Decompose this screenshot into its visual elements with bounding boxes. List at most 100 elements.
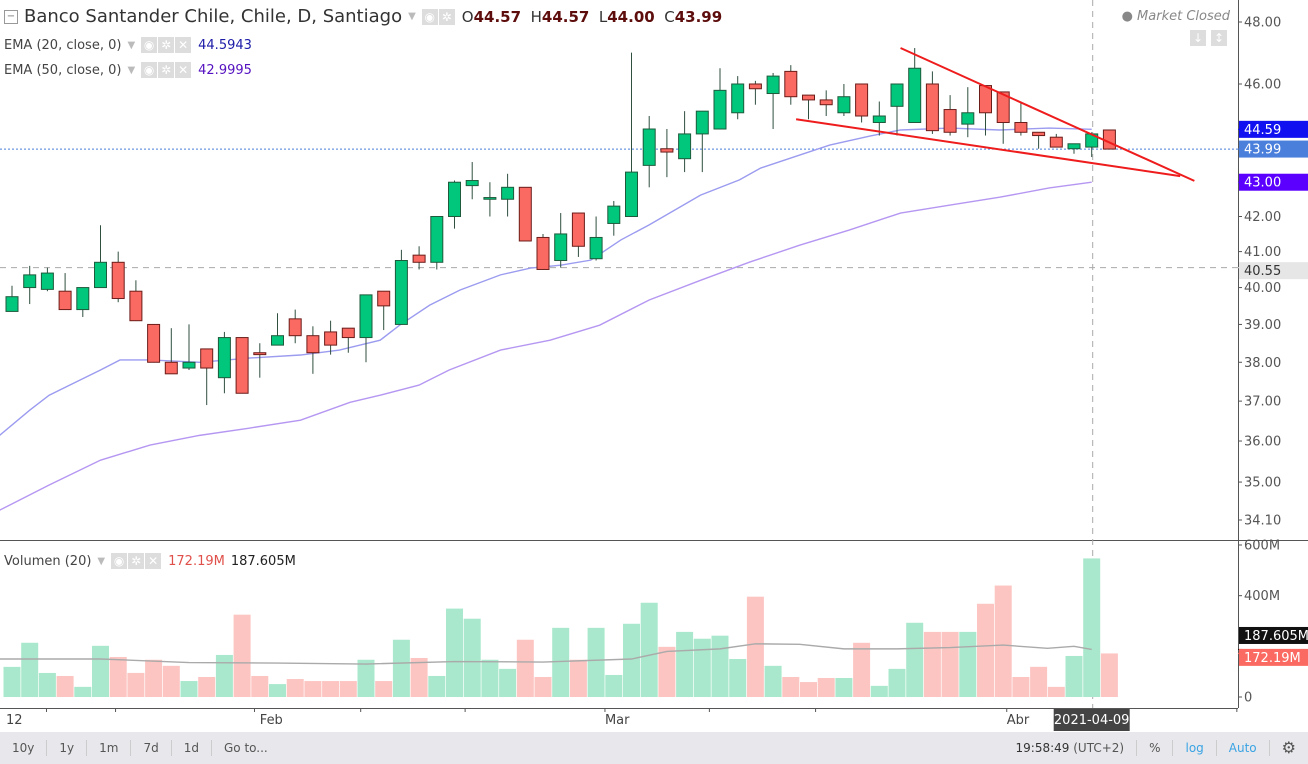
candle: [1032, 131, 1046, 149]
candle-body: [979, 85, 992, 114]
log-toggle[interactable]: log: [1173, 740, 1217, 756]
scroll-down-icon[interactable]: ↓: [1190, 30, 1206, 46]
price-tick-label: 48.00: [1244, 16, 1281, 31]
candle: [288, 309, 302, 344]
goto-button[interactable]: Go to...: [223, 741, 268, 755]
chart-canvas[interactable]: 48.00 46.00 42.00 41.00 40.00 39.00 38.00 37.00…: [0, 0, 1308, 732]
candle: [996, 91, 1010, 144]
candle: [182, 324, 196, 370]
volume-bar: [534, 676, 552, 697]
candle-body: [394, 260, 408, 325]
candle: [341, 327, 355, 353]
volume-bar: [109, 656, 127, 697]
volume-label[interactable]: Volumen (20): [4, 553, 92, 569]
candle-body: [76, 287, 90, 311]
crosshair-date-bg: [1053, 709, 1130, 731]
candle: [802, 94, 815, 120]
range-10y-button[interactable]: 10y: [0, 740, 48, 756]
gear-icon[interactable]: ✲: [128, 553, 145, 569]
eye-icon[interactable]: ◉: [141, 37, 158, 53]
volume-bar: [162, 665, 180, 697]
candle-body: [129, 290, 143, 322]
volume-bar: [870, 685, 888, 697]
candle-body: [288, 318, 302, 337]
candle-body: [607, 205, 621, 224]
candle-body: [872, 115, 886, 123]
volume-bar: [357, 659, 375, 697]
volume-bar: [569, 659, 587, 697]
candle: [483, 182, 497, 217]
symbol-legend: − Banco Santander Chile, Chile, D, Santi…: [4, 6, 722, 27]
candle-body: [40, 272, 54, 290]
range-1d-button[interactable]: 1d: [172, 740, 212, 756]
candle: [855, 83, 869, 123]
candle: [625, 52, 638, 217]
range-1m-button[interactable]: 1m: [87, 740, 132, 756]
volume-bar: [3, 666, 21, 697]
volume-bar: [782, 676, 800, 697]
close-icon[interactable]: ✕: [145, 553, 162, 569]
candle-body: [1067, 143, 1081, 150]
gear-icon[interactable]: ✲: [438, 8, 455, 25]
candle: [925, 71, 939, 134]
ema50-value: 42.9995: [198, 62, 252, 78]
volume-bar: [1065, 655, 1083, 697]
candle-body: [908, 67, 922, 123]
settings-gear-icon[interactable]: ⚙: [1281, 738, 1296, 757]
ema50-label[interactable]: EMA (50, close, 0): [4, 62, 122, 78]
range-7d-button[interactable]: 7d: [131, 740, 172, 756]
candle: [837, 83, 851, 117]
candle-body: [483, 197, 497, 200]
volume-bar: [1030, 666, 1048, 697]
chevron-down-icon[interactable]: ▼: [97, 555, 106, 567]
close-icon[interactable]: ✕: [175, 62, 192, 78]
ema20-line: [0, 127, 1092, 436]
candle-body: [961, 112, 975, 125]
volume-bar: [304, 681, 322, 697]
candle-body: [837, 96, 851, 114]
eye-icon[interactable]: ◉: [421, 8, 438, 25]
fit-vertical-icon[interactable]: ↕: [1211, 30, 1227, 46]
price-badge-bg: [1239, 262, 1308, 280]
chevron-down-icon[interactable]: ▼: [127, 64, 136, 76]
percent-toggle[interactable]: %: [1137, 740, 1174, 756]
candle-body: [589, 236, 603, 260]
candle-body: [642, 128, 656, 166]
candle-body: [111, 261, 125, 300]
ema50-legend: EMA (50, close, 0) ▼ ◉ ✲ ✕ 42.9995: [4, 62, 252, 78]
range-1y-button[interactable]: 1y: [47, 740, 88, 756]
candle-body: [766, 75, 780, 95]
gear-icon[interactable]: ✲: [158, 62, 175, 78]
volume-badge: 172.19M: [1244, 651, 1301, 666]
volume-bar: [322, 681, 340, 697]
symbol-title[interactable]: Banco Santander Chile, Chile, D, Santiag…: [24, 6, 403, 27]
candle-body: [660, 148, 674, 153]
price-tick-label: 41.00: [1244, 245, 1281, 260]
candle: [76, 287, 90, 317]
candle: [394, 249, 408, 325]
volume-bar: [729, 659, 747, 697]
chevron-down-icon[interactable]: ▼: [408, 11, 416, 22]
candle: [660, 129, 674, 178]
volume-bar: [552, 627, 570, 697]
volume-bar: [959, 631, 977, 697]
candle: [819, 90, 833, 117]
candle: [554, 213, 568, 268]
volume-bar: [746, 596, 764, 697]
collapse-icon[interactable]: −: [4, 9, 18, 24]
eye-icon[interactable]: ◉: [141, 62, 158, 78]
chevron-down-icon[interactable]: ▼: [127, 39, 136, 51]
close-icon[interactable]: ✕: [175, 37, 192, 53]
status-dot-icon: ●: [1121, 9, 1133, 24]
ema20-label[interactable]: EMA (20, close, 0): [4, 37, 122, 53]
ema20-value: 44.5943: [198, 37, 252, 53]
auto-toggle[interactable]: Auto: [1217, 740, 1270, 756]
gear-icon[interactable]: ✲: [158, 37, 175, 53]
candle-body: [306, 335, 320, 354]
candle: [235, 337, 249, 394]
bottom-toolbar: 10y 1y 1m 7d 1d Go to... 19:58:49 (UTC+2…: [0, 732, 1308, 764]
clock[interactable]: 19:58:49 (UTC+2): [1004, 740, 1138, 756]
eye-icon[interactable]: ◉: [111, 553, 128, 569]
volume-bars: [3, 558, 1118, 697]
candle: [58, 273, 72, 311]
